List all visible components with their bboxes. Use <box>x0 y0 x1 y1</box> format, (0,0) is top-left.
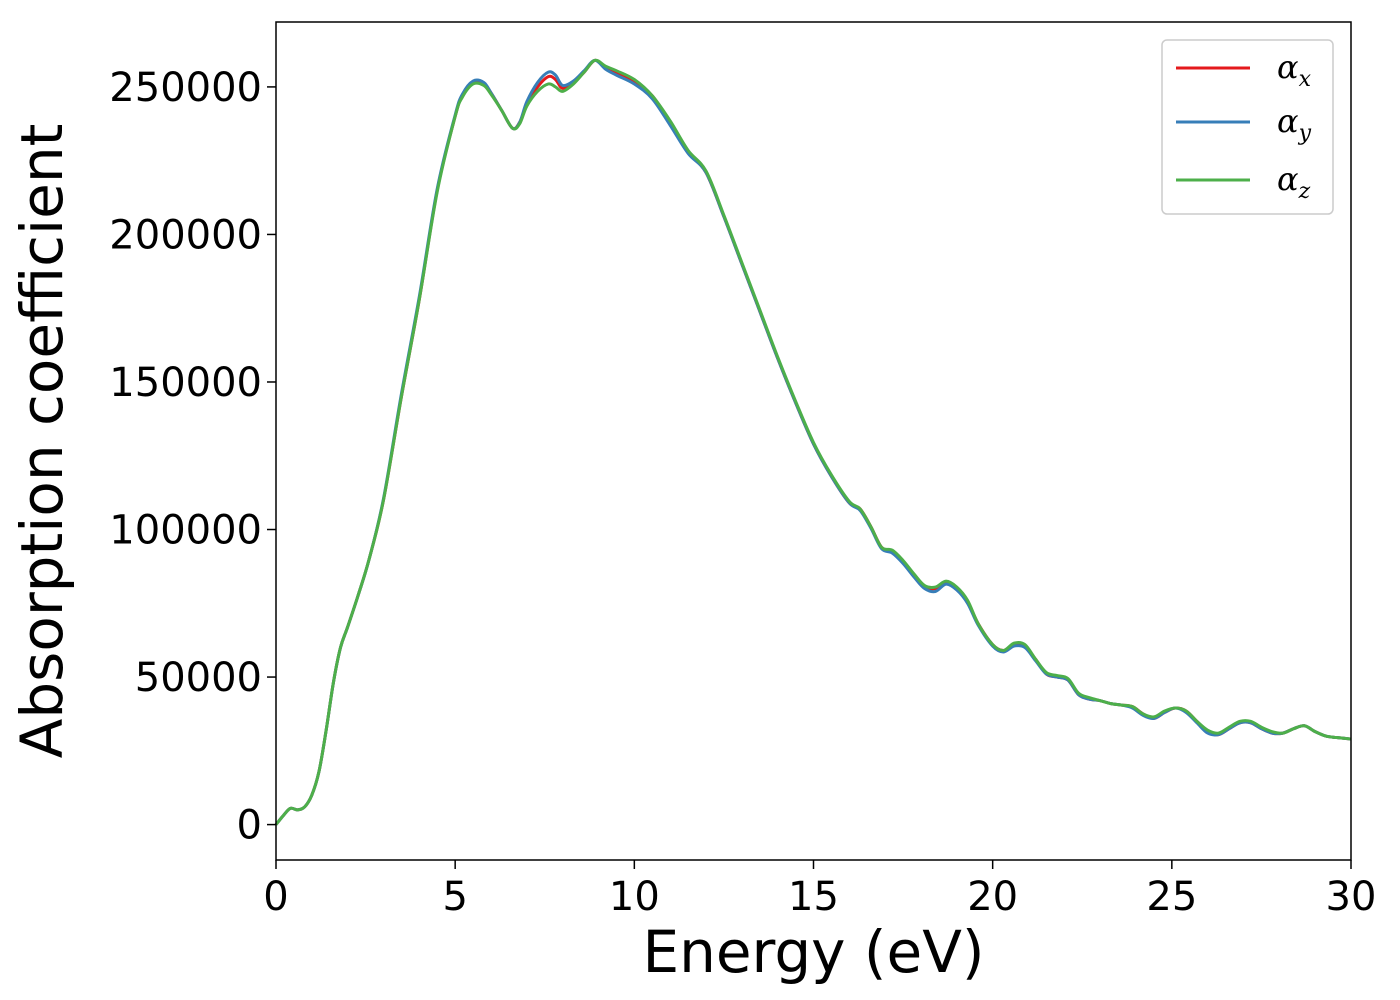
legend: αx αy αz <box>1161 39 1334 215</box>
y-axis-ticks: 0 50000 100000 150000 200000 250000 <box>109 65 276 849</box>
y-tick-label: 200000 <box>109 212 262 258</box>
y-tick-label: 100000 <box>109 508 262 554</box>
x-tick-label: 20 <box>967 874 1018 920</box>
legend-box <box>1161 39 1334 215</box>
legend-label-2: αy <box>1277 102 1312 146</box>
legend-label-3: αz <box>1277 160 1311 204</box>
y-tick-label: 150000 <box>109 360 262 406</box>
y-axis-label: Absorption coefficient <box>8 124 76 759</box>
plot-lines <box>274 58 1352 826</box>
x-axis-ticks: 0 5 10 15 20 25 30 <box>263 860 1376 920</box>
x-tick-label: 10 <box>609 874 660 920</box>
x-tick-label: 5 <box>442 874 467 920</box>
y-tick-label: 250000 <box>109 65 262 111</box>
series-line-3 <box>274 58 1352 826</box>
x-tick-label: 25 <box>1146 874 1197 920</box>
legend-label-1: αx <box>1277 48 1312 92</box>
x-tick-label: 30 <box>1326 874 1377 920</box>
y-tick-label: 0 <box>237 803 262 849</box>
x-tick-label: 15 <box>788 874 839 920</box>
y-tick-label: 50000 <box>135 655 262 701</box>
x-axis-label: Energy (eV) <box>642 918 984 986</box>
x-tick-label: 0 <box>263 874 288 920</box>
